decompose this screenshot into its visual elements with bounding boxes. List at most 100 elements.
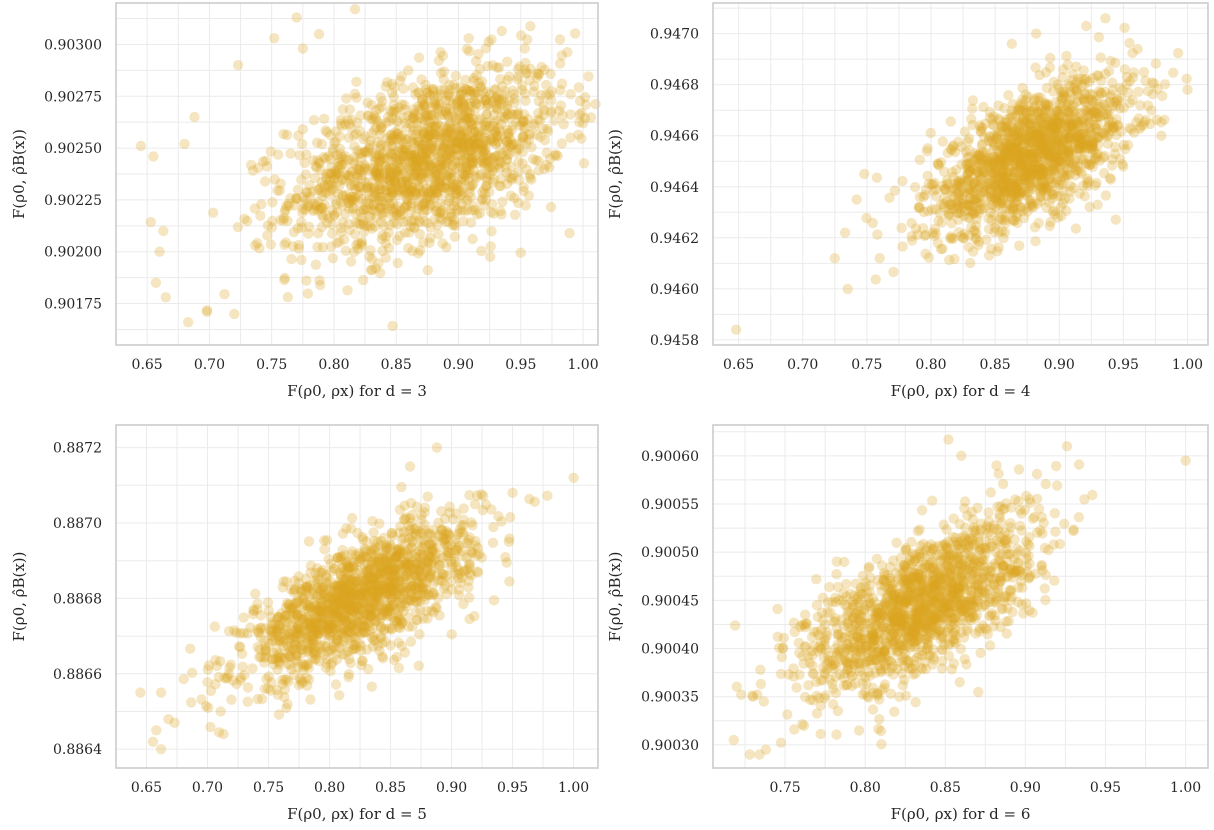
data-point bbox=[421, 84, 432, 95]
data-point bbox=[502, 109, 513, 120]
data-point bbox=[316, 176, 327, 188]
data-point bbox=[365, 221, 376, 232]
data-point bbox=[418, 139, 429, 150]
data-point bbox=[135, 687, 146, 698]
data-point bbox=[480, 172, 491, 183]
data-point bbox=[580, 99, 591, 110]
data-point bbox=[499, 112, 510, 123]
data-point bbox=[426, 161, 437, 172]
data-point bbox=[515, 30, 527, 41]
data-point bbox=[463, 582, 474, 593]
data-point bbox=[412, 161, 423, 172]
data-point bbox=[859, 168, 870, 180]
data-point bbox=[399, 144, 411, 155]
data-point bbox=[390, 570, 401, 581]
data-point bbox=[360, 131, 371, 142]
data-point bbox=[945, 116, 956, 127]
data-point bbox=[446, 629, 457, 640]
data-point bbox=[1083, 159, 1095, 170]
data-point bbox=[378, 556, 389, 567]
data-point bbox=[429, 170, 441, 181]
data-point bbox=[984, 250, 995, 261]
data-point bbox=[396, 176, 408, 188]
data-point bbox=[291, 193, 302, 204]
data-point bbox=[954, 189, 965, 201]
data-point bbox=[322, 210, 333, 221]
data-point bbox=[400, 134, 411, 145]
data-point bbox=[412, 136, 423, 147]
data-point bbox=[374, 202, 386, 213]
data-point bbox=[1133, 86, 1144, 98]
data-point bbox=[468, 88, 480, 99]
data-point bbox=[464, 46, 475, 57]
y-tick-label: 0.8868 bbox=[53, 591, 102, 607]
data-point bbox=[386, 78, 398, 90]
data-point bbox=[355, 640, 367, 651]
data-point bbox=[350, 217, 362, 228]
data-point bbox=[340, 151, 351, 162]
data-point bbox=[1148, 78, 1160, 89]
data-point bbox=[411, 176, 423, 187]
data-point bbox=[842, 283, 853, 295]
data-point bbox=[265, 146, 276, 157]
data-point bbox=[384, 169, 396, 180]
data-point bbox=[528, 118, 539, 130]
data-point bbox=[417, 129, 429, 141]
data-point bbox=[247, 165, 259, 176]
data-point bbox=[442, 170, 454, 181]
data-point bbox=[909, 182, 921, 193]
data-point bbox=[470, 98, 482, 110]
data-point bbox=[492, 130, 503, 141]
data-point bbox=[533, 68, 545, 79]
data-point bbox=[1029, 159, 1041, 170]
data-point bbox=[539, 135, 551, 146]
data-point bbox=[455, 155, 466, 166]
data-point bbox=[407, 121, 418, 132]
data-point bbox=[937, 180, 948, 191]
data-point bbox=[479, 117, 490, 128]
data-point bbox=[565, 132, 576, 143]
data-point bbox=[266, 677, 277, 688]
data-point bbox=[518, 181, 529, 193]
data-point bbox=[1018, 133, 1030, 144]
data-point bbox=[472, 209, 483, 220]
data-point bbox=[520, 200, 531, 211]
data-point bbox=[343, 170, 354, 181]
data-point bbox=[423, 130, 435, 142]
data-point bbox=[360, 177, 371, 188]
data-point bbox=[494, 180, 505, 192]
data-point bbox=[380, 238, 392, 249]
data-point bbox=[371, 168, 382, 179]
data-point bbox=[370, 263, 381, 274]
data-point bbox=[398, 216, 409, 228]
data-point bbox=[433, 229, 444, 240]
y-axis-label: F(ρ0, ρ̂B(x)) bbox=[10, 129, 28, 219]
x-axis-label: F(ρ0, ρx) for d = 5 bbox=[287, 805, 427, 823]
data-point bbox=[545, 107, 556, 118]
data-point bbox=[155, 744, 167, 755]
data-point bbox=[466, 153, 477, 164]
data-point bbox=[367, 575, 378, 586]
data-point bbox=[512, 71, 524, 82]
data-point bbox=[492, 136, 503, 148]
data-point bbox=[431, 206, 442, 217]
data-point bbox=[368, 635, 379, 646]
data-point bbox=[368, 114, 379, 125]
data-point bbox=[352, 243, 363, 255]
x-tick-label: 0.70 bbox=[787, 357, 818, 373]
data-point bbox=[429, 145, 441, 156]
data-point bbox=[314, 275, 325, 286]
data-point bbox=[256, 199, 267, 210]
data-point bbox=[1110, 141, 1121, 153]
data-point bbox=[371, 167, 383, 178]
data-point bbox=[432, 130, 443, 141]
data-point bbox=[486, 226, 497, 237]
y-tick-label: 0.9466 bbox=[650, 129, 699, 145]
data-point bbox=[897, 241, 908, 252]
x-tick-label: 0.95 bbox=[1108, 357, 1139, 373]
data-point bbox=[505, 140, 516, 151]
data-point bbox=[366, 681, 377, 692]
data-point bbox=[292, 223, 304, 234]
data-point bbox=[526, 174, 537, 185]
data-point bbox=[219, 672, 230, 683]
